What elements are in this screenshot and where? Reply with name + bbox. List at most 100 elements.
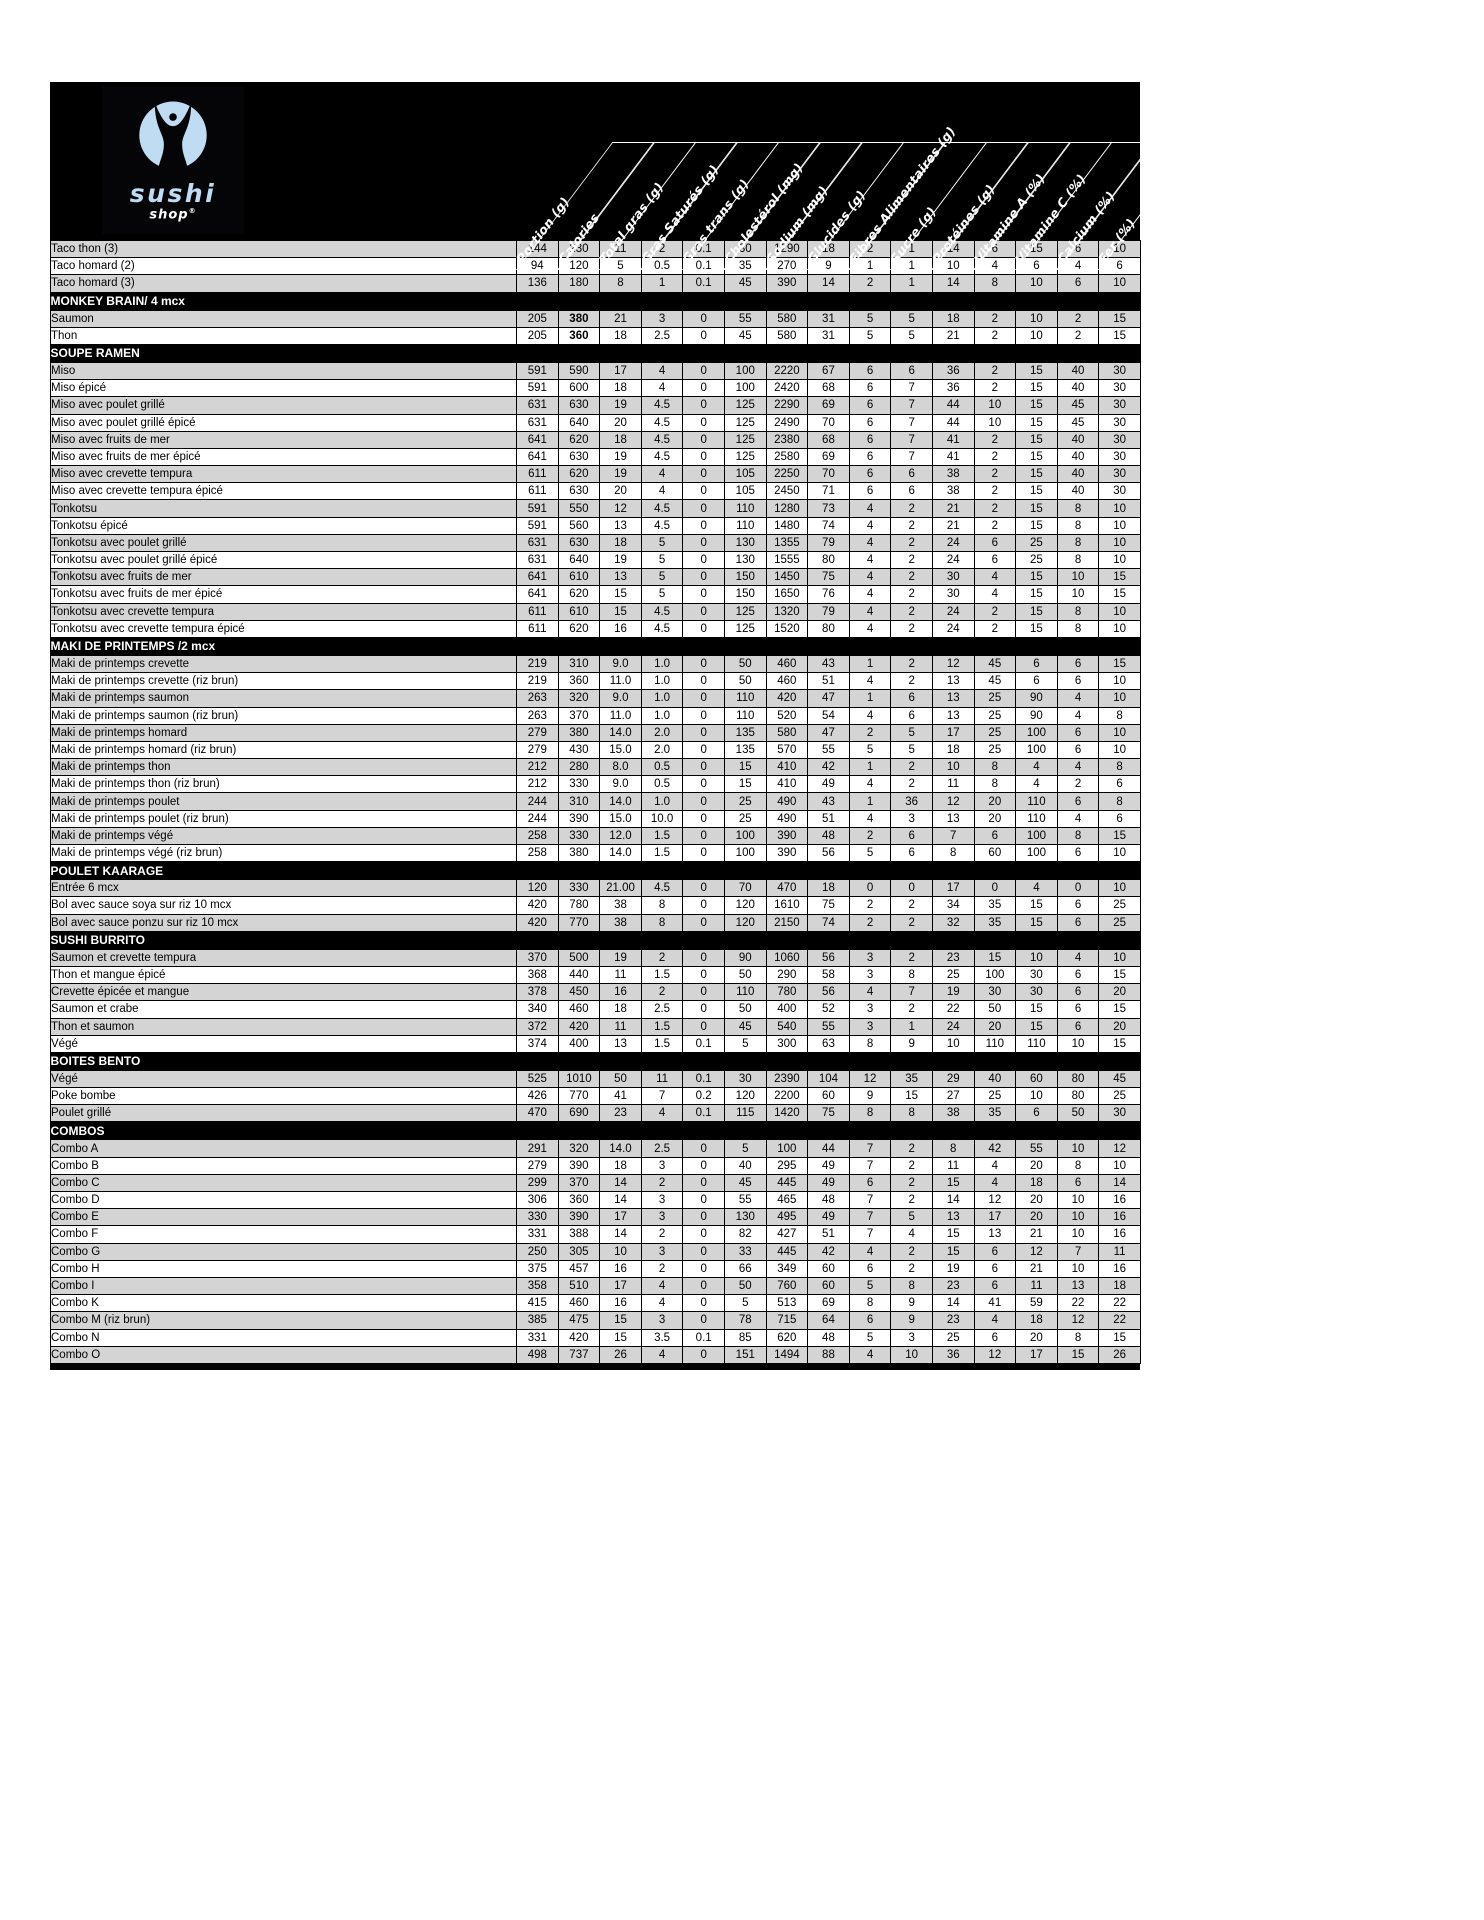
cell-sodium-mg: 2450	[765, 482, 809, 501]
cell-sucre-g: 2	[890, 550, 933, 570]
cell-gras-satur-s-g: 4.5	[640, 447, 684, 467]
cell-vitamine-a: 4	[973, 585, 1017, 604]
cell-gras-satur-s-g: 4	[640, 465, 684, 484]
cell-fibres-alimentaires-g: 6	[848, 1173, 892, 1193]
row-item-name: Tonkotsu avec poulet grillé	[50, 533, 517, 553]
cell-calcium: 10	[1056, 1034, 1100, 1053]
cell-total-gras-g: 9.0	[599, 654, 642, 674]
cell-gras-satur-s-g: 4	[640, 379, 684, 398]
cell-fer: 10	[1098, 1156, 1141, 1175]
cell-portion-g: 631	[516, 550, 559, 570]
cell-gras-satur-s-g: 1.0	[640, 689, 684, 708]
table-row: Miso avec crevette tempura 611 620 19 4 0 105 2…	[50, 465, 1141, 484]
cell-fer: 15	[1098, 585, 1141, 604]
cell-glucides-g: 79	[807, 533, 850, 553]
cell-fer: 15	[1098, 1000, 1141, 1019]
nutrition-table: Taco thon (3) 144 230 11 2 0.1 30 1290 18 2 1 14 6 15…	[50, 239, 1141, 1364]
cell-calories: 390	[557, 809, 601, 828]
cell-vitamine-c: 17	[1015, 1345, 1058, 1364]
cell-gras-satur-s-g: 4	[640, 1294, 684, 1313]
cell-cholest-rol-mg: 125	[723, 430, 767, 449]
cell-fer: 10	[1098, 516, 1141, 535]
cell-prot-ines-g: 15	[931, 1225, 975, 1244]
cell-vitamine-c: 100	[1015, 740, 1058, 760]
cell-gras-trans-g: 0	[682, 1208, 725, 1227]
row-item-name: Tonkotsu épicé	[50, 516, 517, 535]
brand-subname: shop®	[149, 207, 197, 223]
cell-gras-satur-s-g: 2.0	[640, 723, 684, 742]
cell-prot-ines-g: 27	[931, 1087, 975, 1106]
cell-calories: 620	[557, 619, 601, 638]
cell-gras-trans-g: 0	[682, 1345, 725, 1364]
cell-calcium: 40	[1056, 361, 1100, 381]
cell-cholest-rol-mg: 105	[723, 482, 767, 501]
cell-sucre-g: 2	[890, 585, 933, 604]
cell-calories: 630	[557, 447, 601, 467]
row-item-name: Saumon et crabe	[50, 1000, 517, 1019]
cell-sodium-mg: 1320	[765, 602, 809, 621]
cell-fibres-alimentaires-g: 4	[848, 602, 892, 621]
cell-calcium: 10	[1056, 1139, 1100, 1158]
row-item-name: Maki de printemps saumon (riz brun)	[50, 706, 517, 725]
cell-vitamine-a: 6	[973, 1242, 1017, 1261]
cell-sodium-mg: 410	[765, 775, 809, 794]
cell-total-gras-g: 14.0	[599, 792, 642, 811]
cell-fer: 10	[1098, 499, 1141, 518]
cell-sodium-mg: 2490	[765, 413, 809, 432]
cell-portion-g: 94	[516, 257, 559, 276]
cell-vitamine-c: 30	[1015, 965, 1058, 985]
cell-sodium-mg: 2220	[765, 361, 809, 381]
cell-portion-g: 219	[516, 654, 559, 674]
cell-fibres-alimentaires-g: 7	[848, 1190, 892, 1210]
cell-fer: 6	[1098, 775, 1141, 794]
section-label: COMBOS	[50, 1121, 1141, 1140]
cell-portion-g: 426	[516, 1087, 559, 1106]
cell-calcium: 8	[1056, 533, 1100, 553]
cell-cholest-rol-mg: 110	[723, 689, 767, 708]
cell-calcium: 6	[1056, 1000, 1100, 1019]
cell-vitamine-a: 13	[973, 1225, 1017, 1244]
cell-sodium-mg: 1650	[765, 585, 809, 604]
cell-vitamine-c: 4	[1015, 775, 1058, 794]
cell-fibres-alimentaires-g: 4	[848, 1345, 892, 1364]
row-item-name: Combo H	[50, 1259, 517, 1278]
cell-calcium: 10	[1056, 585, 1100, 604]
cell-portion-g: 279	[516, 1156, 559, 1175]
cell-sucre-g: 2	[890, 672, 933, 691]
cell-portion-g: 291	[516, 1139, 559, 1158]
cell-fer: 10	[1098, 843, 1141, 863]
row-item-name: Bol avec sauce ponzu sur riz 10 mcx	[50, 913, 517, 932]
cell-fer: 15	[1098, 654, 1141, 674]
cell-glucides-g: 51	[807, 809, 850, 828]
cell-portion-g: 331	[516, 1328, 559, 1347]
cell-glucides-g: 49	[807, 1208, 850, 1227]
cell-sucre-g: 2	[890, 1242, 933, 1261]
cell-vitamine-c: 110	[1015, 1034, 1058, 1053]
cell-calcium: 6	[1056, 654, 1100, 674]
row-item-name: Maki de printemps thon	[50, 758, 517, 777]
cell-total-gras-g: 12	[599, 499, 642, 518]
cell-cholest-rol-mg: 115	[723, 1104, 767, 1123]
cell-gras-trans-g: 0	[682, 326, 725, 345]
cell-cholest-rol-mg: 100	[723, 843, 767, 863]
cell-sucre-g: 2	[890, 775, 933, 794]
cell-glucides-g: 60	[807, 1259, 850, 1278]
cell-glucides-g: 75	[807, 568, 850, 587]
cell-calories: 560	[557, 516, 601, 535]
cell-cholest-rol-mg: 125	[723, 619, 767, 638]
cell-total-gras-g: 18	[599, 430, 642, 449]
cell-cholest-rol-mg: 85	[723, 1328, 767, 1347]
cell-portion-g: 258	[516, 826, 559, 846]
cell-gras-satur-s-g: 11	[640, 1069, 684, 1089]
row-item-name: Combo K	[50, 1294, 517, 1313]
cell-portion-g: 372	[516, 1017, 559, 1036]
cell-gras-trans-g: 0	[682, 965, 725, 985]
cell-glucides-g: 63	[807, 1034, 850, 1053]
cell-vitamine-a: 20	[973, 1017, 1017, 1036]
table-row: Tonkotsu avec poulet grillé 631 630 18 5 0 130…	[50, 533, 1141, 553]
cell-total-gras-g: 19	[599, 396, 642, 415]
table-row: Entrée 6 mcx 120 330 21.00 4.5 0 70 470 18 0 0 17 0 4…	[50, 879, 1141, 898]
cell-calories: 380	[557, 723, 601, 742]
cell-prot-ines-g: 36	[931, 1345, 975, 1364]
cell-fer: 30	[1098, 430, 1141, 449]
